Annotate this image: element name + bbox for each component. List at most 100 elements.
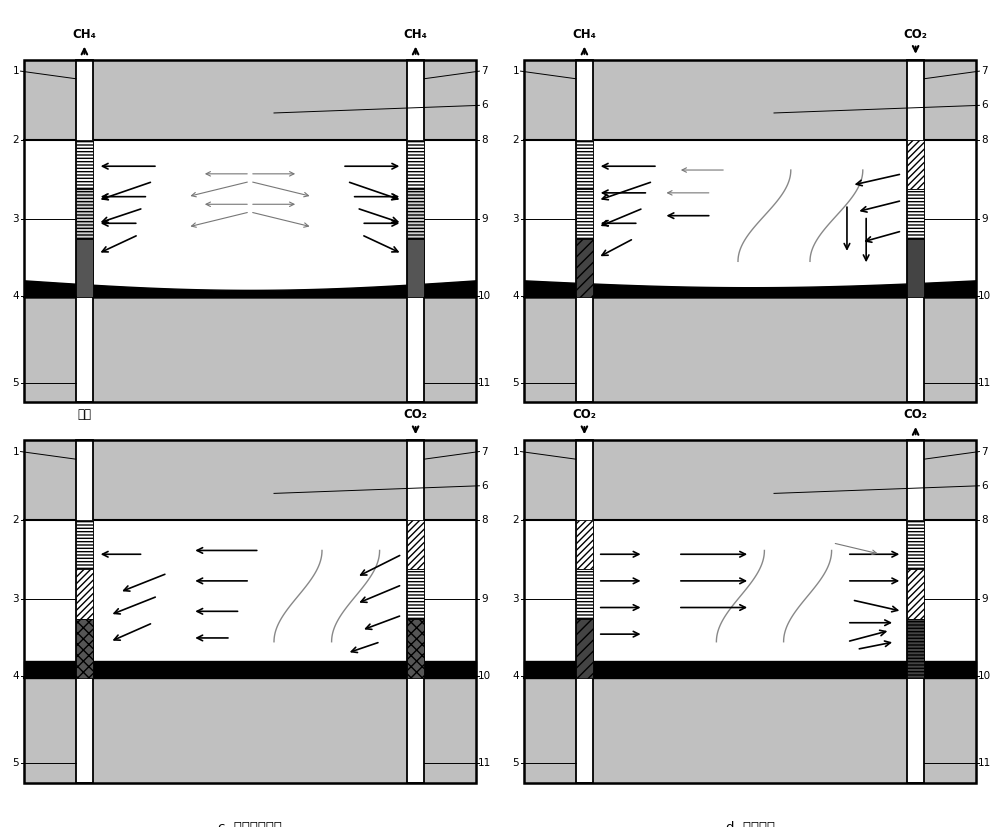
Text: 8: 8 <box>981 515 988 525</box>
Text: CO₂: CO₂ <box>904 27 928 41</box>
Polygon shape <box>576 189 593 238</box>
Polygon shape <box>907 140 924 189</box>
Text: 5: 5 <box>512 758 519 768</box>
Text: d  地热开采: d 地热开采 <box>726 820 774 827</box>
Text: 3: 3 <box>512 213 519 223</box>
Text: 4: 4 <box>12 290 19 300</box>
Polygon shape <box>76 60 93 402</box>
Text: 7: 7 <box>481 447 488 457</box>
Polygon shape <box>907 570 924 619</box>
Polygon shape <box>524 140 976 298</box>
Polygon shape <box>24 661 476 678</box>
Text: 6: 6 <box>481 100 488 110</box>
Text: 9: 9 <box>481 594 488 604</box>
Text: 11: 11 <box>478 758 491 768</box>
Polygon shape <box>24 520 476 678</box>
Text: 9: 9 <box>981 594 988 604</box>
Polygon shape <box>907 238 924 298</box>
Polygon shape <box>407 60 424 402</box>
Polygon shape <box>407 520 424 570</box>
Text: 5: 5 <box>12 758 19 768</box>
Polygon shape <box>76 189 93 238</box>
Polygon shape <box>524 661 976 678</box>
Text: 2: 2 <box>12 135 19 145</box>
Text: 1: 1 <box>12 66 19 76</box>
Text: 9: 9 <box>981 213 988 223</box>
Text: 1: 1 <box>512 66 519 76</box>
Text: CH₄: CH₄ <box>72 27 96 41</box>
Text: 关井: 关井 <box>77 408 91 421</box>
Text: 10: 10 <box>478 671 491 681</box>
Text: 6: 6 <box>481 480 488 490</box>
Text: c  气藏压力恢复: c 气藏压力恢复 <box>218 820 282 827</box>
Text: CO₂: CO₂ <box>572 408 596 421</box>
Text: 11: 11 <box>478 378 491 388</box>
Text: 8: 8 <box>981 135 988 145</box>
Text: 9: 9 <box>481 213 488 223</box>
Text: a  衰竭开采: a 衰竭开采 <box>226 440 274 453</box>
Text: 3: 3 <box>512 594 519 604</box>
Polygon shape <box>407 140 424 189</box>
Polygon shape <box>407 570 424 619</box>
Text: 2: 2 <box>512 515 519 525</box>
Text: 2: 2 <box>512 135 519 145</box>
Polygon shape <box>576 520 593 570</box>
Polygon shape <box>24 298 476 402</box>
Polygon shape <box>407 238 424 298</box>
Polygon shape <box>24 678 476 782</box>
Text: 5: 5 <box>512 378 519 388</box>
Text: 2: 2 <box>12 515 19 525</box>
Text: 8: 8 <box>481 135 488 145</box>
Polygon shape <box>76 520 93 570</box>
Polygon shape <box>524 678 976 782</box>
Text: 8: 8 <box>481 515 488 525</box>
Polygon shape <box>24 60 476 140</box>
Text: b  注 CO₂提高采收率: b 注 CO₂提高采收率 <box>703 440 797 453</box>
Polygon shape <box>24 140 476 298</box>
Polygon shape <box>24 440 476 520</box>
Polygon shape <box>576 619 593 678</box>
Polygon shape <box>907 619 924 678</box>
Polygon shape <box>524 60 976 140</box>
Text: 10: 10 <box>478 290 491 300</box>
Text: 10: 10 <box>978 671 991 681</box>
Text: 6: 6 <box>981 480 988 490</box>
Polygon shape <box>407 189 424 238</box>
Text: 7: 7 <box>981 447 988 457</box>
Text: 4: 4 <box>12 671 19 681</box>
Polygon shape <box>407 619 424 678</box>
Polygon shape <box>907 520 924 570</box>
Polygon shape <box>576 238 593 298</box>
Text: 3: 3 <box>12 594 19 604</box>
Text: 7: 7 <box>481 66 488 76</box>
Text: 11: 11 <box>978 378 991 388</box>
Text: 11: 11 <box>978 758 991 768</box>
Polygon shape <box>76 140 93 189</box>
Polygon shape <box>907 440 924 782</box>
Polygon shape <box>524 298 976 402</box>
Polygon shape <box>576 140 593 189</box>
Text: 10: 10 <box>978 290 991 300</box>
Polygon shape <box>524 440 976 520</box>
Polygon shape <box>576 570 593 619</box>
Text: 1: 1 <box>12 447 19 457</box>
Polygon shape <box>76 619 93 678</box>
Text: CH₄: CH₄ <box>572 27 596 41</box>
Polygon shape <box>524 520 976 678</box>
Text: CO₂: CO₂ <box>904 408 928 421</box>
Polygon shape <box>907 60 924 402</box>
Text: 4: 4 <box>512 671 519 681</box>
Text: 4: 4 <box>512 290 519 300</box>
Text: 3: 3 <box>12 213 19 223</box>
Polygon shape <box>907 189 924 238</box>
Polygon shape <box>576 60 593 402</box>
Text: 7: 7 <box>981 66 988 76</box>
Polygon shape <box>76 570 93 619</box>
Text: 6: 6 <box>981 100 988 110</box>
Polygon shape <box>76 238 93 298</box>
Text: CH₄: CH₄ <box>404 27 428 41</box>
Polygon shape <box>576 440 593 782</box>
Text: 5: 5 <box>12 378 19 388</box>
Text: 1: 1 <box>512 447 519 457</box>
Polygon shape <box>407 440 424 782</box>
